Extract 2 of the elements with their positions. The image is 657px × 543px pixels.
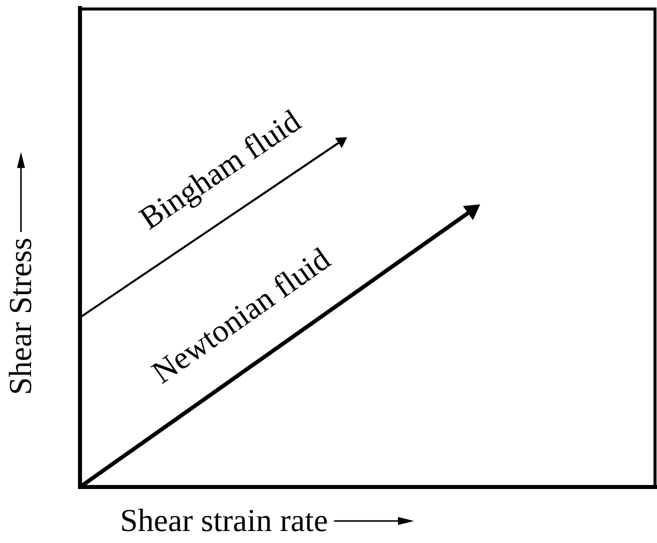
- y-axis-title: Shear Stress: [2, 238, 39, 395]
- x-axis-title: Shear strain rate: [120, 502, 328, 539]
